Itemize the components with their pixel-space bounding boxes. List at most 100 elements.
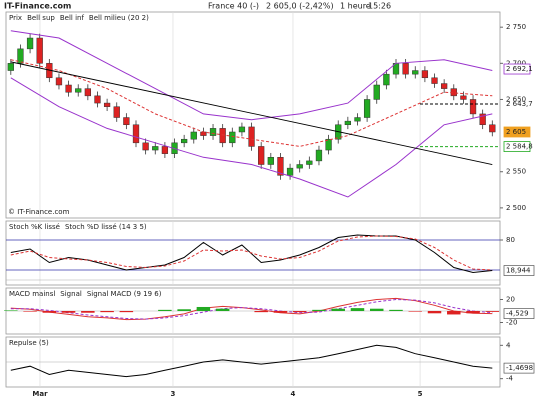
histogram-bar [485,311,500,312]
legend-entry: Repulse (5) [9,339,49,347]
candle-body [248,126,255,147]
legend-entry: Stoch %D lissé (14 3 5) [65,223,147,231]
candle-body [26,37,34,50]
candle-body [479,113,486,126]
histogram-bar [100,311,114,313]
candle-body [373,84,380,100]
x-tick-label: 4 [291,390,296,398]
legend-entry: Signal MACD (9 19 6) [87,290,162,298]
candle-body [441,83,448,89]
candle-body [344,120,351,126]
candle-body [363,99,371,118]
price-box [503,141,531,152]
candle-body [258,146,265,165]
histogram-bar [81,311,95,313]
candle-body [354,117,361,122]
candle-body [161,146,169,154]
candle-body [75,88,82,93]
y-tick-label: 20 [506,296,515,304]
candle-body [421,70,429,79]
instrument: France 40 (-) [208,2,259,11]
candle-body [431,77,438,84]
site-name: IT-Finance.com [4,2,71,11]
candle-body [65,84,72,93]
price-label: 2 643,7 [506,100,533,108]
legend-entry: Bell sup [27,14,55,22]
x-tick-label: 3 [171,390,176,398]
price-box [503,126,531,138]
histogram-bar [119,311,134,313]
histogram-bar [292,311,307,313]
legend-entry: Bell milieu (20 2) [89,14,149,22]
histogram-bar [61,311,76,313]
price-label: 2 584,8 [506,143,533,151]
candle-body [277,157,284,176]
legend-entry: Prix [9,14,22,22]
y-tick-label: 80 [506,236,515,244]
y-tick-label: -20 [506,319,517,327]
candle-body [489,124,496,133]
candle-body [325,138,332,151]
trend-line [10,61,493,165]
candle-body [17,48,24,64]
series-line [10,235,493,271]
series-line [10,298,493,320]
candle-body [200,131,207,136]
histogram-bar [254,311,268,313]
legend-entry: MACD mainsl [9,290,55,298]
candle-body [229,131,236,144]
legend-entry: Stoch %K lissé [9,223,60,231]
legend-entry: Bell inf [60,14,85,22]
histogram-bar [408,311,422,312]
y-tick-label: 2 700 [506,59,526,67]
x-tick-label: 5 [418,390,423,398]
histogram-bar [331,308,345,311]
histogram-bar [427,311,442,314]
candle-body [84,88,91,97]
candle-body [181,138,188,144]
histogram-bar [447,311,461,315]
candle-body [36,37,43,64]
candle-body [219,128,226,144]
histogram-bar [273,311,288,313]
candle-body [113,106,120,118]
candle-body [315,149,323,162]
histogram-bar [350,308,365,311]
price-box [503,63,531,75]
candle-body [55,77,63,86]
y-tick-label: 2 750 [506,23,526,31]
histogram-bar [177,309,191,311]
value-box [503,308,535,319]
candle-body [94,95,101,104]
series-line [10,344,493,378]
price-label: 2 605 [506,128,526,136]
candle-body [190,131,197,140]
price-label: 2 692,1 [506,65,533,73]
period: 1 heure [340,2,371,11]
series-line [10,77,493,198]
value-label: 18,944 [506,267,531,275]
x-tick-label: Mar [32,390,48,398]
candle-body [7,63,14,71]
series-line [10,297,493,321]
histogram-bar [215,308,230,311]
candle-body [132,124,140,144]
value-label: -1,4698 [506,364,533,372]
candle-body [402,63,409,75]
histogram-bar [196,306,211,311]
histogram-bar [370,308,384,311]
candle-body [469,99,477,115]
y-tick-label: 2 500 [506,204,526,212]
candle-body [383,73,390,86]
candle-body [286,167,294,176]
y-tick-label: 2 650 [506,95,526,103]
legend-entry: Signal [60,290,82,298]
histogram-bar [466,311,480,314]
candle-body [267,157,274,165]
candle-body [450,88,457,97]
series-line [10,59,493,147]
value-label: -4,529 [506,310,529,318]
histogram-bar [4,310,18,311]
histogram-bar [42,311,57,313]
